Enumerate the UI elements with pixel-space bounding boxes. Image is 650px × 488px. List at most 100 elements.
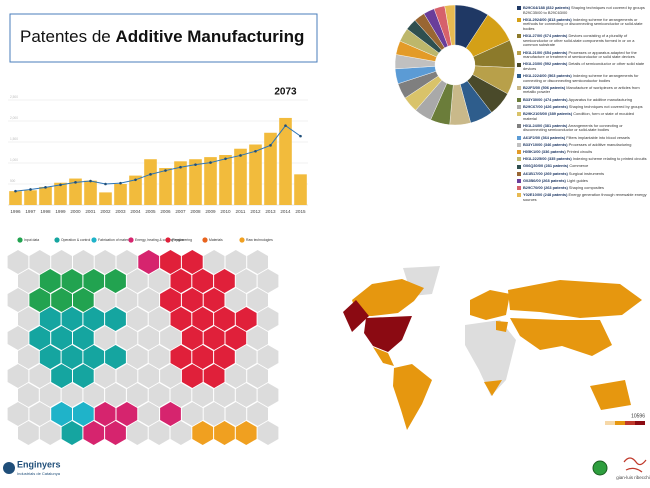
legend-count: (563 patents) bbox=[547, 73, 572, 79]
logo-right: gian-luis ribecchi bbox=[592, 457, 650, 480]
hex-cell bbox=[181, 326, 203, 350]
legend-text: Y02E10/00 (248 patents) Energy generatio… bbox=[523, 192, 647, 202]
bar bbox=[99, 192, 112, 205]
legend-count: (474 patents) bbox=[543, 96, 568, 102]
hex-cell bbox=[83, 307, 105, 331]
trend-line bbox=[15, 124, 301, 192]
donut-segment bbox=[444, 4, 456, 46]
hex-cell bbox=[138, 250, 160, 274]
legend-item: B29C67/00 (426 patents) Shaping techniqu… bbox=[517, 104, 647, 110]
legend-swatch bbox=[517, 179, 521, 184]
trend-point bbox=[74, 181, 77, 184]
legend-count: (263 patents) bbox=[543, 184, 568, 190]
hex-cell bbox=[235, 307, 257, 331]
x-tick-label: 1998 bbox=[40, 209, 51, 214]
legend-item: H01L23/00 (592 patents) Details of semic… bbox=[517, 62, 647, 71]
hex-cell bbox=[61, 421, 83, 445]
canada bbox=[352, 279, 424, 316]
scale-label: 10596 bbox=[631, 413, 645, 419]
hex-cell bbox=[29, 326, 51, 350]
hex-legend-dot bbox=[239, 237, 245, 243]
bar bbox=[54, 182, 67, 205]
hex-cell bbox=[73, 326, 94, 350]
legend-desc: Printed circuits bbox=[566, 148, 593, 154]
legend-text: A61B17/00 (269 patents) Surgical instrum… bbox=[523, 170, 605, 177]
x-tick-label: 2011 bbox=[236, 209, 246, 214]
hex-cell bbox=[148, 307, 170, 331]
hex-cell bbox=[160, 326, 181, 350]
hex-cell bbox=[203, 326, 225, 350]
x-tick-label: 2005 bbox=[145, 209, 156, 214]
hex-cell bbox=[105, 421, 126, 445]
legend-desc: Energy generation through renewable ener… bbox=[523, 192, 647, 202]
hex-cell bbox=[51, 326, 72, 350]
hex-cell bbox=[73, 364, 94, 388]
x-tick-label: 1997 bbox=[25, 209, 36, 214]
hex-cell bbox=[257, 421, 279, 445]
donut-chart bbox=[394, 4, 516, 126]
scale-cell bbox=[615, 421, 625, 425]
legend-count: (813 patents) bbox=[547, 16, 572, 22]
legend-item: H01L21/00 (654 patents) Processes or app… bbox=[517, 50, 647, 60]
hex-cell bbox=[29, 288, 51, 312]
hex-cell bbox=[247, 402, 268, 426]
hex-cell bbox=[116, 288, 138, 312]
hex-cell bbox=[214, 269, 235, 293]
hex-cell bbox=[138, 402, 160, 426]
x-tick-label: 2008 bbox=[190, 209, 201, 214]
legend-text: H01L2224/00 (563 patents) Indexing schem… bbox=[523, 73, 647, 83]
hex-legend-label: Materials bbox=[209, 238, 223, 242]
asia bbox=[510, 318, 612, 356]
legend-swatch bbox=[517, 62, 521, 67]
legend-code: A61F2/00 bbox=[523, 134, 541, 140]
legend-desc: Indexing scheme for arrangements or meth… bbox=[523, 16, 643, 31]
title-box bbox=[9, 13, 318, 63]
y-tick-label: 1,000 bbox=[10, 158, 18, 162]
legend-swatch bbox=[517, 50, 521, 55]
legend-swatch bbox=[517, 171, 521, 176]
x-tick-label: 2013 bbox=[265, 209, 276, 214]
trend-point bbox=[59, 183, 62, 187]
legend-count: (269 patents) bbox=[543, 170, 568, 176]
hex-legend-dot bbox=[91, 237, 97, 243]
hex-cell bbox=[192, 383, 214, 407]
x-tick-label: 1996 bbox=[10, 209, 21, 214]
hex-cell bbox=[235, 345, 257, 369]
hex-cell bbox=[235, 383, 257, 407]
hex-cell bbox=[39, 307, 61, 331]
legend-desc: Devices consisting of a plurality of sem… bbox=[523, 33, 635, 48]
logo-name: gian-luis ribecchi bbox=[616, 475, 650, 480]
bar-chart: 500 1,000 1,500 2,000 2,500 1996 1997 1998 1999 2… bbox=[8, 87, 308, 214]
hex-cell bbox=[51, 402, 72, 426]
hex-cell bbox=[170, 345, 192, 369]
hex-cell bbox=[192, 307, 214, 331]
hex-cell bbox=[247, 364, 268, 388]
legend-desc: Condition, form or state of moulded mate… bbox=[523, 111, 634, 121]
hex-cell bbox=[247, 326, 268, 350]
usa bbox=[364, 316, 412, 352]
russia bbox=[508, 280, 642, 318]
legend-text: H01L23/00 (592 patents) Details of semic… bbox=[523, 62, 647, 71]
legend-code: B33Y30/00 bbox=[523, 96, 543, 102]
legend-text: B33Y10/00 (346 patents) Processes of add… bbox=[523, 142, 631, 148]
hex-cell bbox=[7, 364, 29, 388]
legend-item: B29C64/188 (832 patents) Shaping techniq… bbox=[517, 5, 647, 15]
legend-text: H01L21/00 (654 patents) Processes or app… bbox=[523, 50, 647, 60]
hex-cell bbox=[192, 345, 214, 369]
hex-cell bbox=[138, 364, 160, 388]
y-tick-label: 500 bbox=[10, 179, 16, 183]
hex-cell bbox=[94, 364, 116, 388]
x-tick-label: 2004 bbox=[130, 209, 141, 214]
bar bbox=[129, 175, 142, 205]
legend-text: B29C70/00 (263 patents) Shaping composit… bbox=[523, 184, 604, 191]
world-map: 10596 bbox=[343, 266, 645, 430]
legend-code: B29C64/188 bbox=[523, 5, 545, 10]
y-tick-label: 1,500 bbox=[10, 137, 18, 141]
hex-cell bbox=[18, 307, 39, 331]
hex-cell bbox=[257, 269, 279, 293]
legend-desc: Surgical instruments bbox=[568, 170, 605, 176]
hex-legend-dot bbox=[128, 237, 134, 243]
legend-code: G06Q30/00 bbox=[523, 163, 544, 169]
legend-text: H05K1/00 (336 patents) Printed circuits bbox=[523, 148, 593, 155]
legend-code: B29C70/00 bbox=[523, 184, 543, 190]
